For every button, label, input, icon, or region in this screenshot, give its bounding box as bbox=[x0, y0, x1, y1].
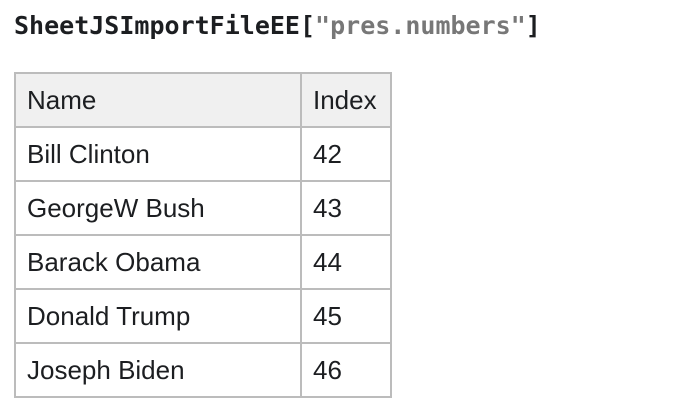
title-function-name: SheetJSImportFileEE bbox=[14, 11, 300, 40]
cell-name: Barack Obama bbox=[14, 234, 302, 290]
table-row: Donald Trump 45 bbox=[14, 288, 392, 344]
table-row: Joseph Biden 46 bbox=[14, 342, 392, 398]
table-header-row: Name Index bbox=[14, 72, 392, 128]
table-row: Barack Obama 44 bbox=[14, 234, 392, 290]
title-open-bracket: [ bbox=[299, 11, 316, 40]
page-title: SheetJSImportFileEE["pres.numbers"] bbox=[14, 10, 684, 42]
cell-name: GeorgeW Bush bbox=[14, 180, 302, 236]
column-header-index: Index bbox=[300, 72, 392, 128]
cell-index: 42 bbox=[300, 126, 392, 182]
table-row: GeorgeW Bush 43 bbox=[14, 180, 392, 236]
cell-index: 43 bbox=[300, 180, 392, 236]
table-body: Bill Clinton 42 GeorgeW Bush 43 Barack Obama… bbox=[14, 126, 392, 398]
cell-name: Joseph Biden bbox=[14, 342, 302, 398]
cell-index: 45 bbox=[300, 288, 392, 344]
cell-index: 44 bbox=[300, 234, 392, 290]
cell-name: Donald Trump bbox=[14, 288, 302, 344]
cell-index: 46 bbox=[300, 342, 392, 398]
cell-name: Bill Clinton bbox=[14, 126, 302, 182]
table-header: Name Index bbox=[14, 72, 392, 128]
page: SheetJSImportFileEE["pres.numbers"] Name… bbox=[14, 10, 684, 398]
title-close-bracket: ] bbox=[525, 11, 541, 40]
presidents-table: Name Index Bill Clinton 42 GeorgeW Bush 43 B… bbox=[14, 72, 392, 398]
column-header-name: Name bbox=[14, 72, 302, 128]
title-string-argument: "pres.numbers" bbox=[315, 11, 526, 40]
table-row: Bill Clinton 42 bbox=[14, 126, 392, 182]
